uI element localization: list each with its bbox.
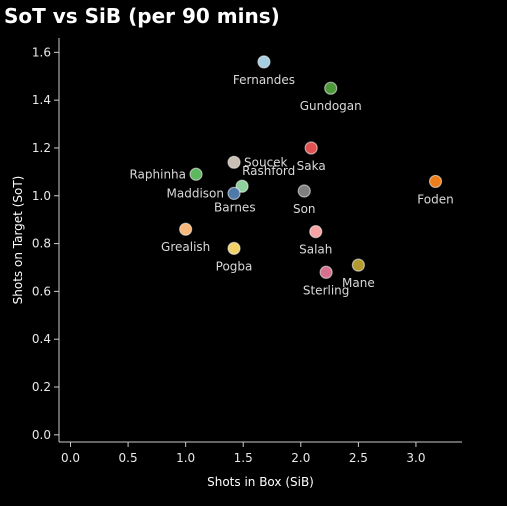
chart-title: SoT vs SiB (per 90 mins) xyxy=(4,4,280,28)
data-point xyxy=(304,141,318,155)
data-point xyxy=(297,184,311,198)
point-label: Rashford xyxy=(242,164,295,178)
point-label: Fernandes xyxy=(233,73,295,87)
y-tick-label: 0.0 xyxy=(32,428,51,442)
y-tick-label: 1.2 xyxy=(32,141,51,155)
data-point xyxy=(227,155,241,169)
point-label: Saka xyxy=(297,159,326,173)
x-tick-label: 0.0 xyxy=(61,451,80,465)
y-tick-label: 1.6 xyxy=(32,45,51,59)
data-point xyxy=(227,186,241,200)
data-point xyxy=(319,265,333,279)
data-point xyxy=(428,174,443,189)
x-tick-label: 1.0 xyxy=(176,451,195,465)
y-tick-label: 1.0 xyxy=(32,189,51,203)
data-point xyxy=(179,222,193,236)
point-label: Salah xyxy=(299,243,332,257)
point-label: Gundogan xyxy=(300,99,362,113)
y-tick-label: 0.2 xyxy=(32,380,51,394)
x-tick-label: 0.5 xyxy=(119,451,138,465)
point-label: Maddison xyxy=(167,186,224,200)
point-label: Raphinha xyxy=(129,167,186,181)
x-tick-label: 2.5 xyxy=(349,451,368,465)
point-label: Grealish xyxy=(161,240,210,254)
point-label: Barnes xyxy=(214,200,256,214)
point-label: Son xyxy=(293,202,316,216)
x-tick-label: 3.0 xyxy=(406,451,425,465)
data-point xyxy=(324,81,338,95)
axes: 0.0 0.5 1.0 1.5 2.0 2.5 3.0 0.0 0.2 0.4 0.6 0.8 1.0 1… xyxy=(32,38,462,465)
x-tick-label: 1.5 xyxy=(234,451,253,465)
data-point xyxy=(351,258,365,272)
data-point xyxy=(227,241,241,255)
y-axis-title: Shots on Target (SoT) xyxy=(11,176,25,305)
data-point xyxy=(189,167,203,181)
point-label: Pogba xyxy=(216,259,253,273)
data-point xyxy=(309,225,323,239)
point-label: Soucek xyxy=(244,155,288,169)
points xyxy=(179,55,443,279)
point-label: Sterling xyxy=(303,283,350,297)
y-tick-label: 0.8 xyxy=(32,237,51,251)
y-tick-label: 1.4 xyxy=(32,93,51,107)
x-axis-title: Shots in Box (SiB) xyxy=(207,475,314,489)
data-point xyxy=(257,55,271,69)
y-tick-label: 0.4 xyxy=(32,332,51,346)
y-tick-label: 0.6 xyxy=(32,284,51,298)
point-label: Foden xyxy=(417,192,453,206)
point-label: Mane xyxy=(342,276,375,290)
x-tick-label: 2.0 xyxy=(291,451,310,465)
